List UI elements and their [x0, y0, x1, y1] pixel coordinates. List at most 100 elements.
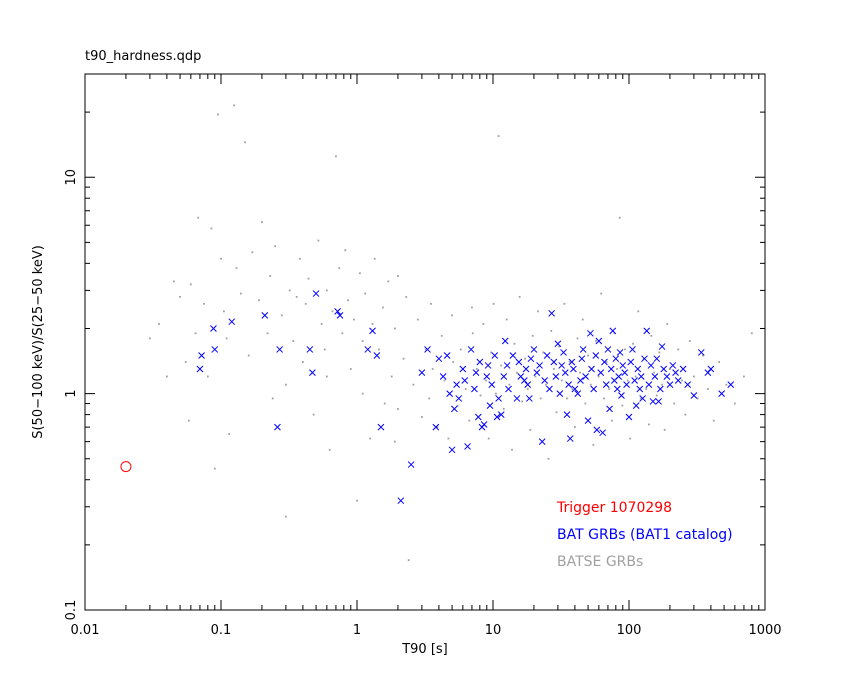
- bat-point: [656, 385, 664, 393]
- batse-point: [335, 155, 337, 158]
- batse-point: [639, 397, 642, 400]
- batse-point: [431, 368, 434, 370]
- batse-point: [261, 221, 263, 224]
- batse-point: [632, 342, 634, 345]
- batse-point: [217, 113, 219, 116]
- bat-point: [483, 373, 491, 380]
- bat-point: [525, 395, 533, 402]
- bat-point: [590, 385, 598, 393]
- batse-point: [613, 332, 616, 335]
- bat-point: [593, 426, 601, 434]
- bat-point: [621, 369, 629, 377]
- bat-point: [448, 446, 456, 454]
- batse-point: [658, 351, 661, 354]
- batse-point: [203, 302, 205, 305]
- bat-point: [604, 346, 612, 353]
- bat-point: [471, 385, 478, 393]
- legend: Trigger 1070298 BAT GRBs (BAT1 catalog) BA…: [556, 500, 733, 570]
- batse-point: [490, 351, 493, 354]
- bat-point: [533, 369, 541, 377]
- chart-title: t90_hardness.qdp: [85, 49, 201, 64]
- batse-point: [443, 379, 446, 382]
- bat-point: [522, 365, 530, 373]
- bat-point: [647, 362, 655, 369]
- batse-point: [524, 357, 526, 360]
- bat-point: [599, 429, 606, 437]
- bat-point: [651, 373, 659, 380]
- bat-point: [637, 373, 645, 380]
- batse-point: [194, 332, 197, 335]
- batse-point: [361, 340, 364, 342]
- bat-point: [684, 381, 692, 389]
- batse-point: [696, 397, 699, 400]
- bat-point: [566, 435, 574, 442]
- bat-point: [707, 365, 715, 373]
- bat-point: [397, 497, 405, 505]
- bat-point: [435, 355, 443, 363]
- bat-point: [513, 395, 521, 402]
- batse-point: [531, 334, 534, 337]
- batse-point: [394, 327, 396, 330]
- bat-point: [568, 358, 576, 366]
- bat-point: [663, 373, 671, 380]
- batse-point: [271, 397, 274, 400]
- batse-point: [653, 371, 656, 374]
- batse-point: [284, 383, 287, 386]
- bat-point: [582, 373, 590, 380]
- batse-point: [655, 394, 658, 397]
- batse-point: [206, 375, 209, 378]
- bat-point: [309, 369, 316, 377]
- batse-point: [568, 361, 571, 363]
- batse-point: [456, 404, 459, 407]
- batse-point: [394, 440, 396, 443]
- bat-point: [601, 358, 608, 366]
- batse-point: [647, 423, 650, 426]
- batse-point: [213, 467, 216, 470]
- batse-point: [485, 379, 488, 382]
- bat-point: [627, 358, 635, 366]
- batse-point: [516, 371, 518, 374]
- bat-point: [653, 355, 661, 363]
- y-tick-label: 0.1: [64, 600, 79, 621]
- batse-point: [447, 437, 450, 440]
- bat-point: [565, 381, 573, 389]
- bat-point: [464, 443, 471, 450]
- bat-point: [615, 373, 623, 380]
- batse-point: [189, 283, 192, 286]
- batse-point: [581, 318, 584, 321]
- batse-point: [210, 227, 213, 230]
- batse-point: [390, 375, 393, 378]
- batse-point: [518, 295, 521, 298]
- batse-point: [688, 340, 691, 342]
- batse-point: [349, 368, 352, 370]
- ticks-layer: 0.01 0.1 1 10 100 1000 0.1 1 10: [64, 73, 782, 638]
- batse-point: [197, 216, 200, 219]
- batse-point: [692, 375, 695, 378]
- legend-entry: Trigger 1070298: [556, 500, 672, 516]
- batse-point: [317, 239, 320, 242]
- bat-point: [500, 373, 508, 380]
- batse-point: [239, 292, 242, 295]
- bat-point: [629, 346, 636, 353]
- batse-point: [624, 348, 626, 351]
- batse-point: [537, 310, 539, 313]
- bat-point: [616, 349, 624, 356]
- batse-point: [618, 216, 621, 219]
- batse-point: [666, 322, 669, 325]
- bat-point: [597, 369, 605, 377]
- bat-point: [609, 327, 617, 335]
- bat-point: [612, 355, 620, 363]
- bat-point: [461, 377, 469, 384]
- batse-point: [222, 310, 225, 313]
- batse-point: [603, 397, 605, 400]
- bat-point: [679, 365, 687, 373]
- batse-point: [464, 388, 467, 390]
- batse-point: [353, 318, 355, 321]
- batse-point: [371, 322, 374, 325]
- batse-point: [563, 302, 566, 305]
- bat-point: [530, 346, 538, 353]
- batse-point: [328, 448, 331, 451]
- batse-point: [184, 361, 187, 363]
- batse-point: [502, 407, 505, 410]
